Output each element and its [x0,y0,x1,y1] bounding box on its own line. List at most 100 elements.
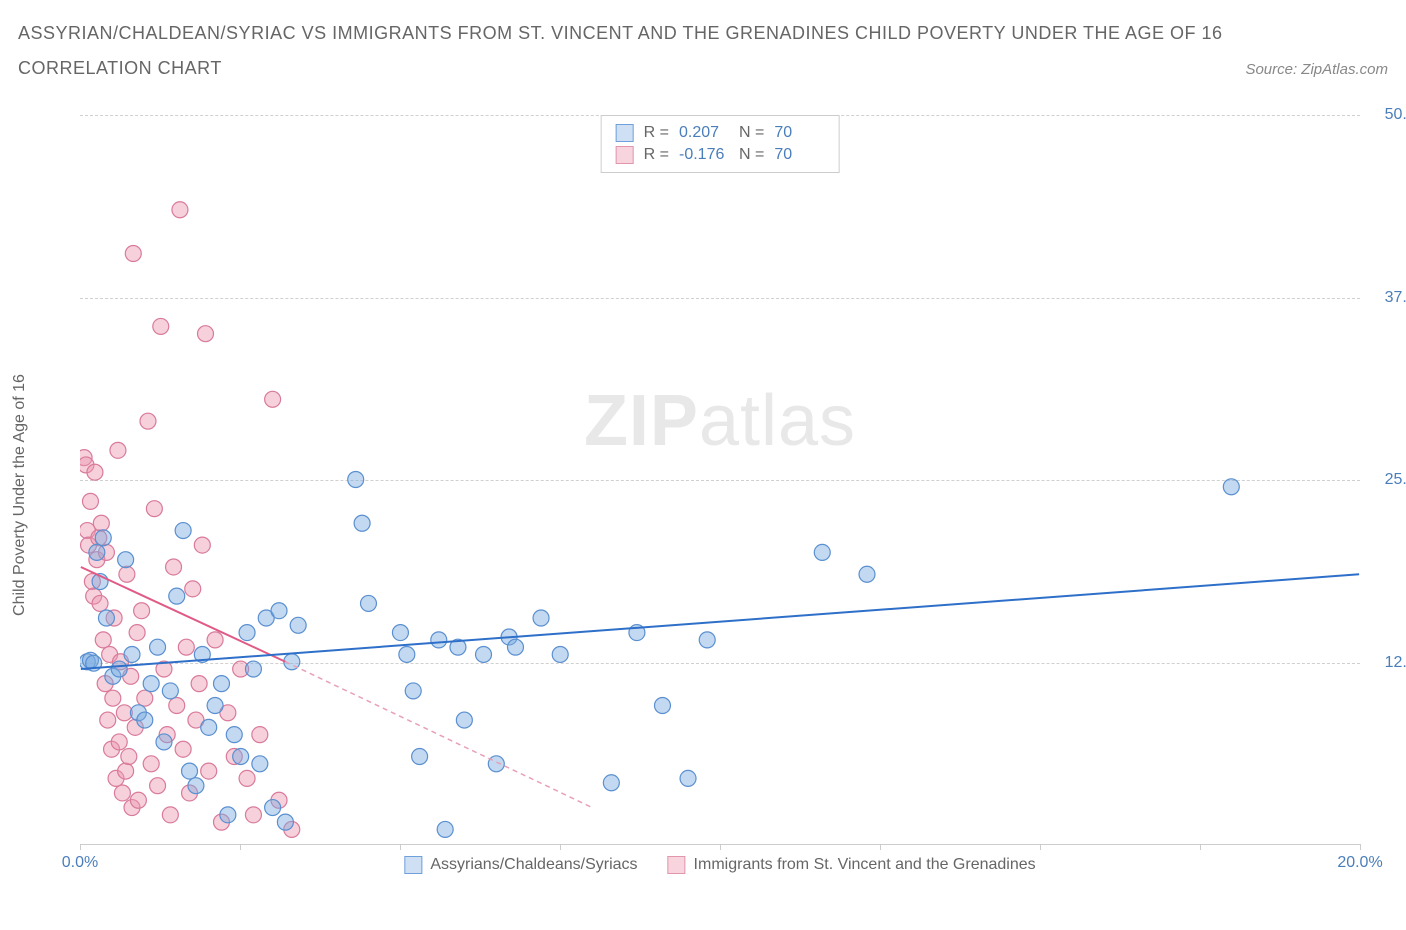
legend-top-row-pink: R = -0.176 N = 70 [616,144,825,166]
scatter-point [405,683,421,699]
scatter-point [245,807,261,823]
scatter-point [95,530,111,546]
legend-bottom: Assyrians/Chaldeans/Syriacs Immigrants f… [404,856,1035,874]
scatter-point [143,756,159,772]
legend-bottom-pink: Immigrants from St. Vincent and the Gren… [668,856,1036,874]
legend-n-value-blue: 70 [774,124,824,142]
y-tick-label: 50.0% [1370,106,1406,124]
scatter-point [198,326,214,342]
source-citation: Source: ZipAtlas.com [1245,61,1388,78]
legend-bottom-blue: Assyrians/Chaldeans/Syriacs [404,856,637,874]
scatter-point [220,807,236,823]
scatter-point [156,734,172,750]
legend-n-value-pink: 70 [774,146,824,164]
scatter-point [654,698,670,714]
scatter-point [488,756,504,772]
scatter-point [271,603,287,619]
legend-r-label: R = [644,124,669,142]
scatter-point [552,646,568,662]
chart-container: Child Poverty Under the Age of 16 ZIPatl… [50,100,1390,890]
scatter-point [169,698,185,714]
scatter-point [166,559,182,575]
scatter-point [360,595,376,611]
scatter-point [213,676,229,692]
scatter-point [245,661,261,677]
y-axis-label: Child Poverty Under the Age of 16 [11,374,29,616]
scatter-point [140,413,156,429]
scatter-point [265,800,281,816]
x-tick [1360,844,1361,850]
scatter-point [392,625,408,641]
scatter-point [252,727,268,743]
scatter-point [118,552,134,568]
scatter-point [118,763,134,779]
x-tick [560,844,561,850]
scatter-point [87,464,103,480]
legend-label-blue: Assyrians/Chaldeans/Syriacs [430,856,637,874]
x-tick [1200,844,1201,850]
chart-title-line1: ASSYRIAN/CHALDEAN/SYRIAC VS IMMIGRANTS F… [18,20,1388,47]
legend-r-value-blue: 0.207 [679,124,729,142]
scatter-point [354,515,370,531]
scatter-point [162,807,178,823]
scatter-point [699,632,715,648]
scatter-point [859,566,875,582]
x-tick-label: 20.0% [1337,854,1382,872]
scatter-point [1223,479,1239,495]
scatter-point [124,646,140,662]
scatter-point [412,749,428,765]
scatter-point [533,610,549,626]
legend-r-label: R = [644,146,669,164]
scatter-point [137,712,153,728]
scatter-point [95,632,111,648]
x-tick [240,844,241,850]
scatter-point [137,690,153,706]
legend-top-row-blue: R = 0.207 N = 70 [616,122,825,144]
scatter-point [476,646,492,662]
scatter-point [175,523,191,539]
x-tick [1040,844,1041,850]
scatter-point [207,698,223,714]
legend-swatch-blue [616,124,634,142]
scatter-point [437,821,453,837]
scatter-point [172,202,188,218]
x-tick-label: 0.0% [62,854,98,872]
scatter-point [265,391,281,407]
x-tick [400,844,401,850]
scatter-point [456,712,472,728]
legend-swatch-pink [668,856,686,874]
scatter-point [252,756,268,772]
scatter-point [153,318,169,334]
scatter-point [169,588,185,604]
scatter-point [89,544,105,560]
scatter-point [178,639,194,655]
trend-line [285,662,592,808]
y-tick-label: 12.5% [1370,654,1406,672]
scatter-point [814,544,830,560]
scatter-point [150,639,166,655]
scatter-point [100,712,116,728]
scatter-point [290,617,306,633]
scatter-point [239,770,255,786]
scatter-point [239,625,255,641]
scatter-point [98,610,114,626]
scatter-point [207,632,223,648]
scatter-point [680,770,696,786]
scatter-point [130,792,146,808]
title-area: ASSYRIAN/CHALDEAN/SYRIAC VS IMMIGRANTS F… [0,0,1406,82]
scatter-point [82,493,98,509]
scatter-point [105,690,121,706]
y-tick-label: 37.5% [1370,289,1406,307]
scatter-point [188,778,204,794]
scatter-point [507,639,523,655]
scatter-point [93,515,109,531]
x-tick [880,844,881,850]
scatter-point [143,676,159,692]
scatter-point [185,581,201,597]
scatter-point [233,749,249,765]
scatter-point [226,727,242,743]
scatter-point [121,749,137,765]
legend-swatch-blue [404,856,422,874]
scatter-point [129,625,145,641]
legend-r-value-pink: -0.176 [679,146,729,164]
